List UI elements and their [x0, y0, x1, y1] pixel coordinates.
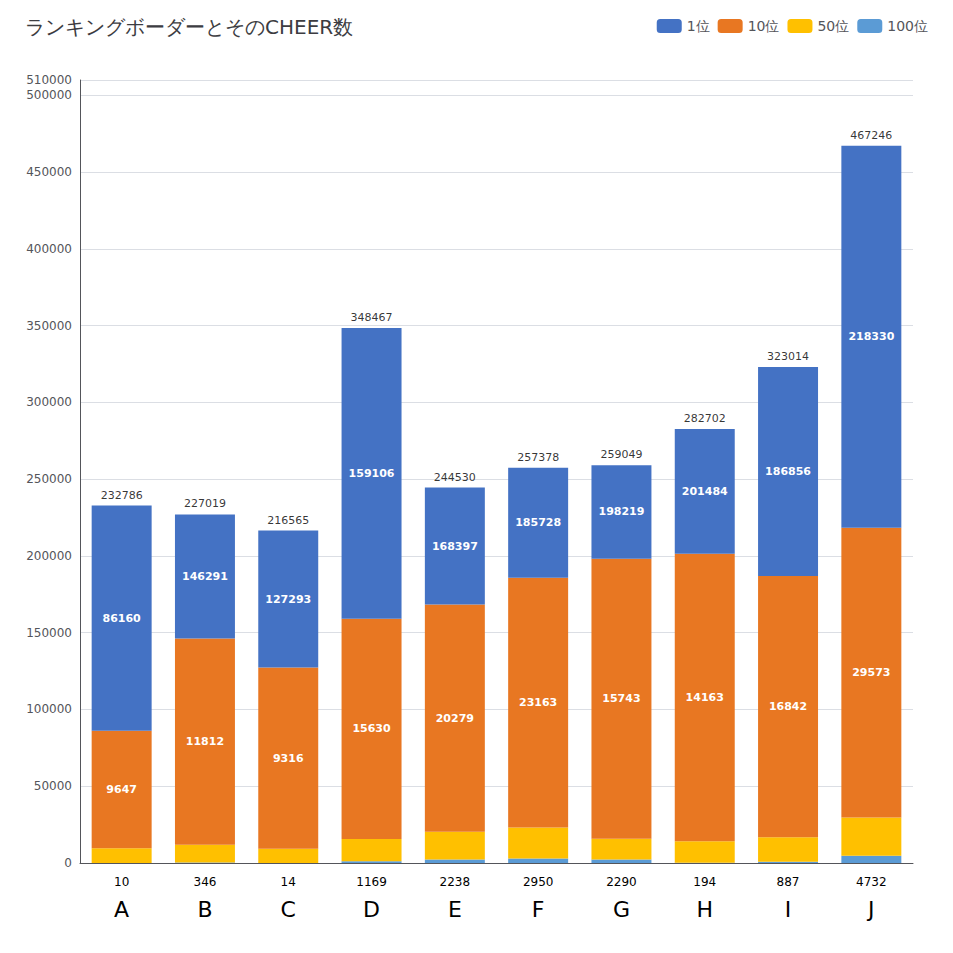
svg-text:218330: 218330	[848, 330, 894, 343]
svg-text:168397: 168397	[432, 540, 478, 553]
svg-text:244530: 244530	[434, 471, 476, 484]
svg-text:1169: 1169	[356, 875, 387, 889]
svg-text:348467: 348467	[351, 311, 393, 324]
svg-text:ランキングボーダーとそのCHEER数: ランキングボーダーとそのCHEER数	[25, 15, 353, 39]
svg-text:201484: 201484	[682, 485, 728, 498]
svg-text:200000: 200000	[26, 549, 72, 563]
svg-text:400000: 400000	[26, 242, 72, 256]
svg-text:467246: 467246	[850, 129, 892, 142]
svg-text:10位: 10位	[748, 18, 780, 34]
svg-text:100位: 100位	[887, 18, 928, 34]
svg-text:I: I	[785, 897, 792, 922]
svg-text:50000: 50000	[34, 779, 72, 793]
svg-text:11812: 11812	[186, 735, 224, 748]
svg-text:A: A	[114, 897, 129, 922]
svg-text:510000: 510000	[26, 73, 72, 87]
svg-text:194: 194	[693, 875, 716, 889]
svg-text:14163: 14163	[686, 691, 724, 704]
svg-text:9647: 9647	[106, 783, 137, 796]
svg-text:250000: 250000	[26, 472, 72, 486]
svg-text:86160: 86160	[103, 612, 142, 625]
svg-text:G: G	[613, 897, 630, 922]
svg-text:15743: 15743	[602, 692, 640, 705]
svg-text:198219: 198219	[598, 505, 644, 518]
svg-text:150000: 150000	[26, 626, 72, 640]
svg-text:216565: 216565	[267, 514, 309, 527]
svg-text:300000: 300000	[26, 395, 72, 409]
svg-text:10: 10	[114, 875, 129, 889]
svg-text:16842: 16842	[769, 700, 807, 713]
svg-text:323014: 323014	[767, 350, 809, 363]
svg-text:232786: 232786	[101, 489, 143, 502]
svg-text:15630: 15630	[352, 722, 391, 735]
svg-text:2950: 2950	[523, 875, 554, 889]
svg-text:127293: 127293	[265, 593, 311, 606]
svg-text:2290: 2290	[606, 875, 637, 889]
svg-text:282702: 282702	[684, 412, 726, 425]
svg-text:185728: 185728	[515, 516, 561, 529]
svg-text:259049: 259049	[600, 448, 642, 461]
svg-text:E: E	[448, 897, 462, 922]
svg-text:1位: 1位	[687, 18, 710, 34]
svg-text:159106: 159106	[349, 467, 395, 480]
svg-text:500000: 500000	[26, 88, 72, 102]
svg-text:D: D	[363, 897, 380, 922]
svg-text:F: F	[532, 897, 545, 922]
svg-text:257378: 257378	[517, 451, 559, 464]
svg-text:0: 0	[64, 856, 72, 870]
svg-text:4732: 4732	[856, 875, 887, 889]
svg-text:50位: 50位	[817, 18, 849, 34]
svg-text:9316: 9316	[273, 752, 304, 765]
svg-text:29573: 29573	[852, 666, 890, 679]
svg-text:23163: 23163	[519, 696, 557, 709]
svg-text:227019: 227019	[184, 497, 226, 510]
svg-text:H: H	[696, 897, 713, 922]
svg-text:350000: 350000	[26, 319, 72, 333]
svg-text:450000: 450000	[26, 165, 72, 179]
svg-text:J: J	[866, 897, 875, 922]
svg-text:C: C	[281, 897, 296, 922]
svg-text:20279: 20279	[436, 712, 474, 725]
svg-text:14: 14	[281, 875, 296, 889]
svg-text:186856: 186856	[765, 465, 811, 478]
svg-text:2238: 2238	[440, 875, 471, 889]
svg-text:146291: 146291	[182, 570, 228, 583]
svg-text:887: 887	[777, 875, 800, 889]
svg-text:346: 346	[193, 875, 216, 889]
svg-text:100000: 100000	[26, 702, 72, 716]
svg-text:B: B	[197, 897, 212, 922]
